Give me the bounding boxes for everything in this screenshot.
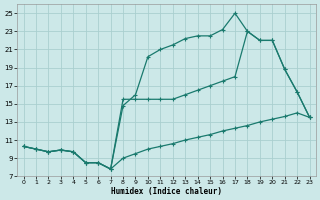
X-axis label: Humidex (Indice chaleur): Humidex (Indice chaleur): [111, 187, 222, 196]
